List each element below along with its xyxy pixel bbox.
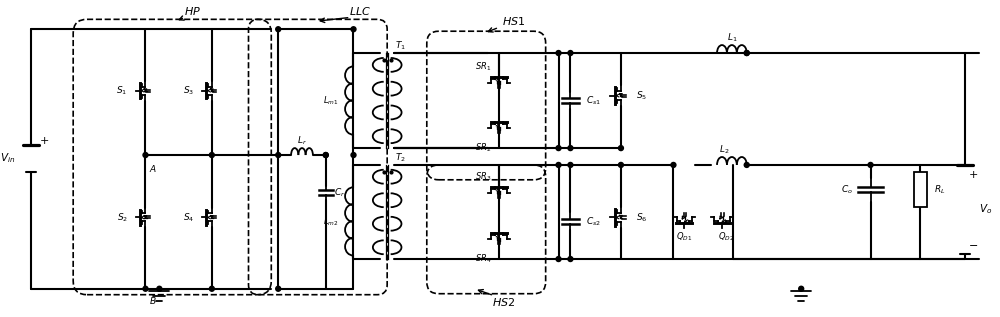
Text: $C_{s2}$: $C_{s2}$ [586,215,601,228]
Text: $R_{L}$: $R_{L}$ [934,184,945,196]
Circle shape [143,152,148,158]
Text: $+$: $+$ [968,169,978,180]
Text: $L_{1}$: $L_{1}$ [727,32,737,44]
Text: $\mathit{LLC}$: $\mathit{LLC}$ [349,5,371,17]
Text: $\mathit{HS1}$: $\mathit{HS1}$ [502,15,526,27]
Circle shape [568,256,573,262]
Circle shape [744,50,749,55]
Text: $A$: $A$ [149,163,157,174]
Circle shape [323,152,328,158]
Text: $\mathit{HP}$: $\mathit{HP}$ [184,5,201,17]
Circle shape [143,286,148,291]
Text: $-$: $-$ [968,239,978,249]
Text: $T_{1}$: $T_{1}$ [395,40,406,52]
Text: $C_{o}$: $C_{o}$ [841,184,853,196]
Text: $S_{6}$: $S_{6}$ [636,211,647,224]
Circle shape [323,152,328,158]
Text: $SR_{3}$: $SR_{3}$ [475,171,491,183]
Text: $S_{1}$: $S_{1}$ [116,84,128,97]
Text: $Q_{D2}$: $Q_{D2}$ [718,231,734,243]
Circle shape [799,286,804,291]
Circle shape [671,162,676,167]
Circle shape [618,162,623,167]
Text: $V_{in}$: $V_{in}$ [0,151,15,165]
Text: $SR_{2}$: $SR_{2}$ [475,142,491,154]
Text: $B$: $B$ [149,295,157,306]
Text: $\mathit{HS2}$: $\mathit{HS2}$ [492,296,516,307]
Text: $L_{m1}$: $L_{m1}$ [323,94,339,107]
Text: $S_{4}$: $S_{4}$ [183,211,194,224]
Circle shape [568,162,573,167]
Bar [914,172,927,207]
Text: $L_{r}$: $L_{r}$ [297,135,307,147]
Text: $T_{2}$: $T_{2}$ [395,152,406,164]
Text: $C_{s1}$: $C_{s1}$ [586,94,601,107]
Text: $+$: $+$ [39,135,49,146]
Circle shape [556,256,561,262]
Circle shape [209,286,214,291]
Circle shape [276,286,281,291]
Circle shape [276,27,281,32]
Text: $S_{3}$: $S_{3}$ [183,84,194,97]
Circle shape [556,50,561,55]
Circle shape [568,146,573,151]
Circle shape [351,27,356,32]
Circle shape [351,152,356,158]
Circle shape [556,162,561,167]
Text: $C_{r}$: $C_{r}$ [334,186,345,199]
Text: $S_{2}$: $S_{2}$ [117,211,128,224]
Circle shape [556,146,561,151]
Text: $V_{o}$: $V_{o}$ [979,203,992,217]
Text: $L_{2}$: $L_{2}$ [719,144,729,156]
Circle shape [568,50,573,55]
Text: $SR_{1}$: $SR_{1}$ [475,61,491,73]
Text: $SR_{4}$: $SR_{4}$ [475,253,491,265]
Circle shape [744,162,749,167]
Text: $S_{5}$: $S_{5}$ [636,89,647,102]
Text: $Q_{D1}$: $Q_{D1}$ [676,231,692,243]
Circle shape [209,152,214,158]
Circle shape [157,286,162,291]
Circle shape [618,146,623,151]
Circle shape [744,50,749,55]
Text: $L_{m2}$: $L_{m2}$ [323,215,339,228]
Circle shape [276,152,281,158]
Circle shape [868,162,873,167]
